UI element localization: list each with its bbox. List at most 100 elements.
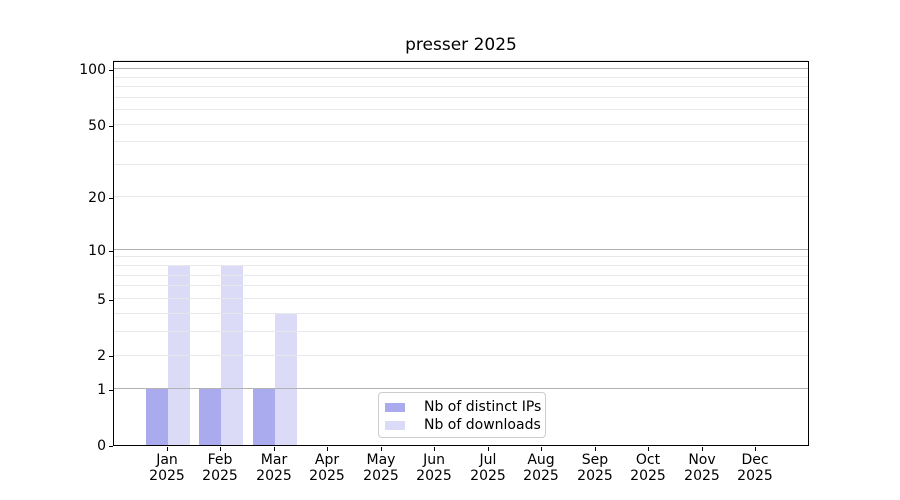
x-tick-label-mar: Mar 2025: [246, 452, 302, 484]
y-gridline-minor: [114, 331, 808, 333]
legend-swatch-distinct-ips: [385, 402, 405, 412]
x-tick-month: Jun: [423, 452, 445, 468]
x-tick-month: Nov: [688, 452, 716, 468]
chart-title: presser 2025: [405, 35, 517, 55]
y-tick-label: 1: [97, 382, 106, 398]
x-tick-month: Mar: [260, 452, 288, 468]
x-tick-mark: [648, 447, 649, 451]
x-tick-mark: [220, 447, 221, 451]
y-gridline-minor: [114, 96, 808, 98]
bar-distinct-ips-feb: [199, 388, 222, 445]
legend-label-downloads: Nb of downloads: [424, 417, 541, 433]
y-tick-label: 2: [97, 348, 106, 364]
y-tick-label: 0: [97, 438, 106, 454]
x-tick-year: 2025: [363, 467, 399, 484]
y-gridline-minor: [114, 312, 808, 314]
x-tick-label-jun: Jun 2025: [406, 452, 462, 484]
x-tick-mark: [381, 447, 382, 451]
legend: Nb of distinct IPs Nb of downloads: [378, 392, 546, 438]
x-tick-year: 2025: [737, 467, 773, 484]
y-gridline-major: [114, 68, 808, 70]
legend-item-downloads: Nb of downloads: [385, 416, 541, 434]
y-gridline-minor: [114, 354, 808, 356]
x-tick-mark: [702, 447, 703, 451]
x-tick-label-sep: Sep 2025: [567, 452, 623, 484]
bar-distinct-ips-jan: [145, 388, 168, 445]
y-gridline-minor: [114, 298, 808, 300]
x-tick-month: Sep: [581, 452, 609, 468]
y-gridline-minor: [114, 85, 808, 87]
x-tick-month: Aug: [527, 452, 555, 468]
y-tick-label: 100: [79, 62, 106, 78]
y-tick-label: 20: [88, 190, 106, 206]
y-gridline-minor: [114, 195, 808, 197]
y-gridline-minor: [114, 285, 808, 287]
legend-label-distinct-ips: Nb of distinct IPs: [424, 399, 542, 415]
y-gridline-major: [114, 387, 808, 389]
x-tick-year: 2025: [202, 467, 238, 484]
legend-item-distinct-ips: Nb of distinct IPs: [385, 398, 542, 416]
x-tick-label-jul: Jul 2025: [460, 452, 516, 484]
plot-area: [113, 60, 809, 446]
x-tick-mark: [595, 447, 596, 451]
y-gridline-minor: [114, 274, 808, 276]
x-tick-mark: [274, 447, 275, 451]
y-gridline-minor: [114, 123, 808, 125]
bar-downloads-mar: [274, 313, 297, 445]
y-gridline-minor: [114, 109, 808, 111]
x-tick-year: 2025: [416, 467, 452, 484]
y-tick-mark: [109, 446, 113, 447]
x-tick-month: Dec: [741, 452, 769, 468]
y-tick-mark: [109, 390, 113, 391]
x-tick-mark: [167, 447, 168, 451]
x-tick-month: Oct: [635, 452, 661, 468]
y-tick-label: 10: [88, 243, 106, 259]
x-tick-year: 2025: [256, 467, 292, 484]
y-gridline-minor: [114, 265, 808, 266]
y-tick-mark: [109, 198, 113, 199]
x-tick-label-aug: Aug 2025: [513, 452, 569, 484]
legend-swatch-downloads: [385, 420, 405, 430]
x-tick-year: 2025: [523, 467, 559, 484]
x-tick-label-nov: Nov 2025: [674, 452, 730, 484]
bar-downloads-jan: [167, 266, 190, 445]
x-tick-mark: [488, 447, 489, 451]
x-tick-mark: [327, 447, 328, 451]
y-tick-label: 50: [88, 118, 106, 134]
y-tick-mark: [109, 300, 113, 301]
x-tick-year: 2025: [577, 467, 613, 484]
bar-downloads-feb: [221, 266, 244, 445]
x-tick-month: May: [366, 452, 396, 468]
y-tick-mark: [109, 126, 113, 127]
x-tick-label-apr: Apr 2025: [299, 452, 355, 484]
x-tick-month: Apr: [314, 452, 340, 468]
y-tick-label: 5: [97, 292, 106, 308]
x-tick-mark: [434, 447, 435, 451]
bar-distinct-ips-mar: [252, 388, 275, 445]
x-tick-label-oct: Oct 2025: [620, 452, 676, 484]
x-tick-year: 2025: [470, 467, 506, 484]
y-tick-mark: [109, 251, 113, 252]
x-tick-month: Jul: [479, 452, 497, 468]
x-tick-label-dec: Dec 2025: [727, 452, 783, 484]
y-gridline-minor: [114, 60, 808, 62]
x-tick-mark: [755, 447, 756, 451]
x-tick-year: 2025: [309, 467, 345, 484]
x-tick-mark: [541, 447, 542, 451]
x-tick-year: 2025: [684, 467, 720, 484]
y-tick-mark: [109, 70, 113, 71]
x-tick-label-may: May 2025: [353, 452, 409, 484]
x-tick-month: Feb: [207, 452, 233, 468]
y-gridline-major: [114, 248, 808, 250]
y-gridline-minor: [114, 164, 808, 166]
x-tick-label-jan: Jan 2025: [139, 452, 195, 484]
x-tick-label-feb: Feb 2025: [192, 452, 248, 484]
y-tick-mark: [109, 356, 113, 357]
x-tick-month: Jan: [156, 452, 178, 468]
y-gridline-minor: [114, 141, 808, 143]
x-tick-year: 2025: [149, 467, 185, 484]
x-tick-year: 2025: [630, 467, 666, 484]
y-gridline-minor: [114, 76, 808, 78]
y-gridline-minor: [114, 256, 808, 258]
